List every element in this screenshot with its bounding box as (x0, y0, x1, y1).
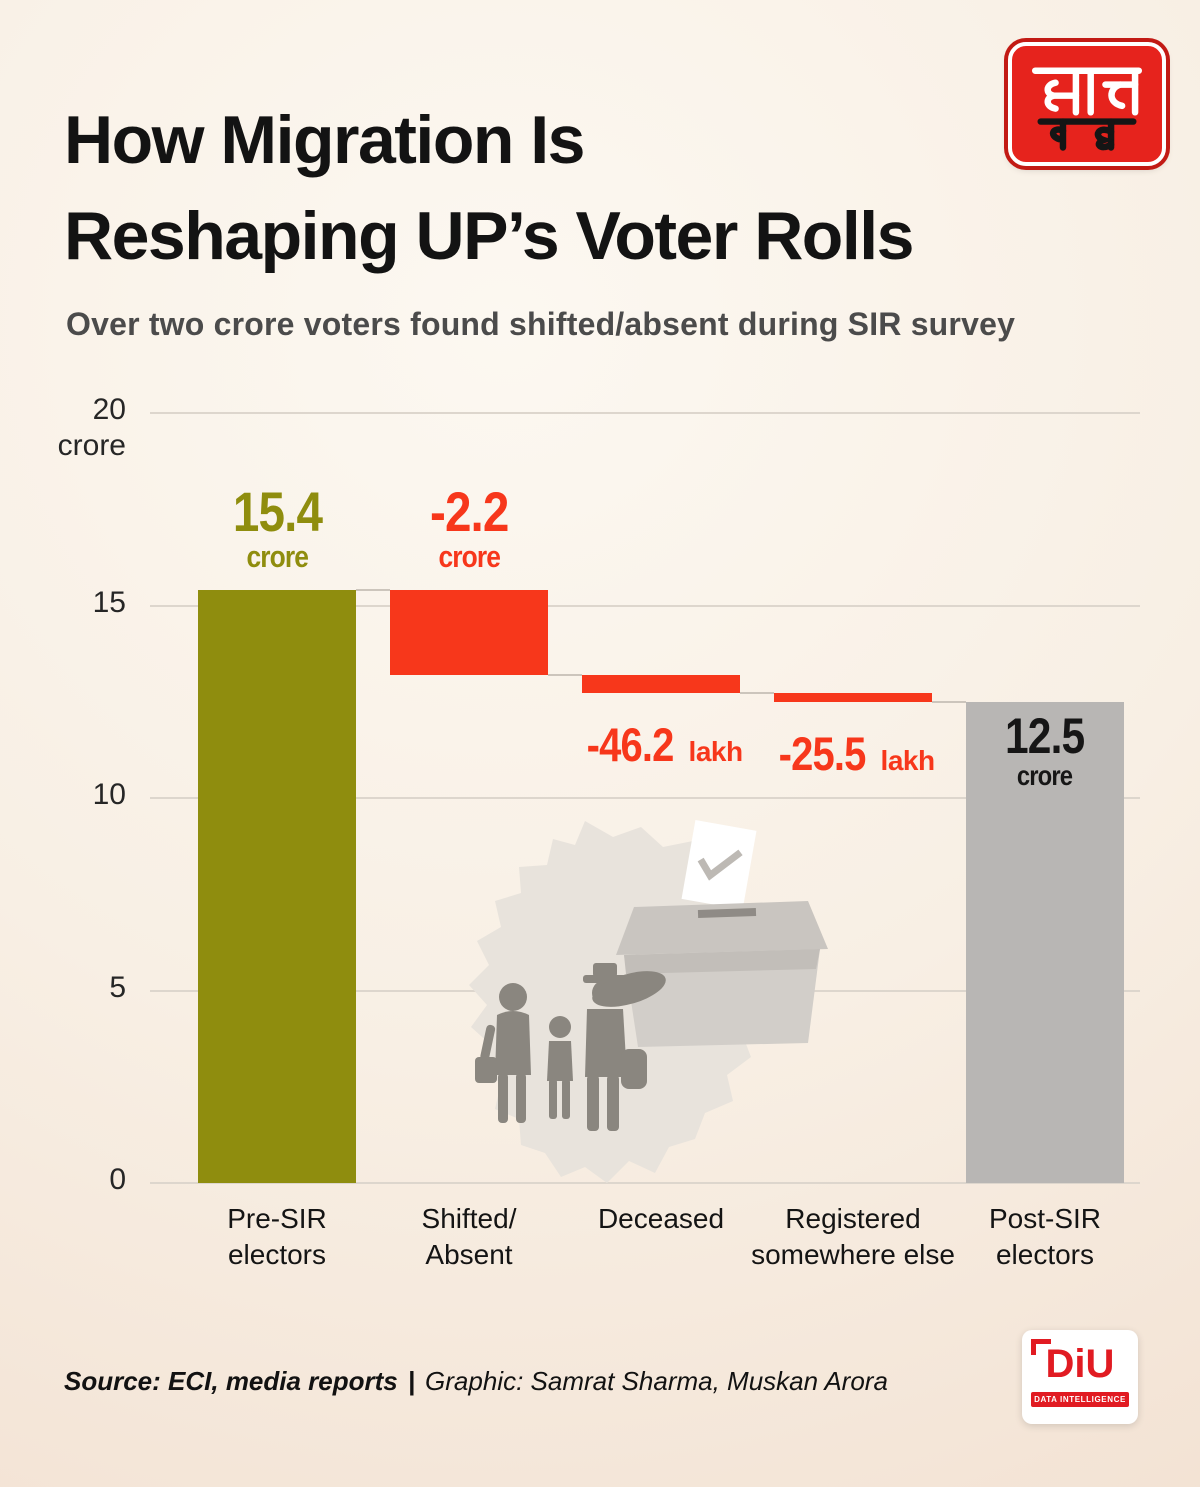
y-tick-10: 10 (92, 778, 126, 811)
value-label-deceased: -46.2 lakh (587, 717, 743, 771)
y-tick-5: 5 (109, 970, 126, 1004)
y-tick-15: 15 (92, 585, 126, 619)
credit-text: Graphic: Samrat Sharma, Muskan Arora (425, 1366, 888, 1396)
footer-credits: Source: ECI, media reports | Graphic: Samr… (64, 1366, 888, 1397)
aajtak-devanagari-icon (1031, 67, 1143, 151)
title-line-2: Reshaping UP’s Voter Rolls (64, 198, 914, 274)
x-label-registered-somewhere-else: Registered somewhere else (751, 1203, 955, 1270)
gridline-15 (150, 604, 1140, 607)
waterfall-chart: 15.4 crore Pre-SIR electors -2.2 crore Shifted… (150, 412, 1140, 1270)
ballot-box-icon (616, 820, 828, 1047)
value-label-registered-somewhere-else: -25.5 lakh (779, 727, 935, 781)
bar-shifted-absent (390, 590, 548, 675)
gridline-20 (150, 412, 1140, 414)
up-map-icon (469, 821, 763, 1183)
subtitle: Over two crore voters found shifted/abse… (66, 306, 1016, 342)
title-line-1: How Migration Is (64, 102, 586, 178)
x-label-shifted-absent: Shifted/Absent (421, 1203, 517, 1270)
waterfall-connector-2 (548, 673, 582, 676)
migrant-family-icon (475, 963, 666, 1131)
watermark-graphic (469, 820, 828, 1183)
waterfall-connector-4 (932, 701, 966, 704)
source-text: Source: ECI, media reports (64, 1366, 398, 1396)
footer-separator: | (407, 1366, 416, 1396)
diu-name: DiU (1045, 1342, 1115, 1386)
bar-deceased (582, 674, 740, 693)
x-label-pre-sir-electors: Pre-SIR electors (227, 1203, 327, 1270)
value-label-pre-sir-electors: 15.4 crore (232, 480, 322, 575)
page-title: How Migration Is Reshaping UP’s Voter Ro… (64, 92, 914, 284)
gridline-0 (150, 1182, 1140, 1184)
waterfall-connector-3 (740, 691, 774, 694)
diu-logo: DiU DATA INTELLIGENCE UNIT (1022, 1330, 1138, 1424)
bar-post-sir-electors (966, 701, 1124, 1183)
bar-registered-somewhere-else (774, 692, 932, 703)
bar-pre-sir-electors (198, 590, 356, 1183)
diu-tagline: DATA INTELLIGENCE UNIT (1031, 1392, 1129, 1419)
y-tick-20: 20 crore (57, 393, 126, 462)
x-label-deceased: Deceased (597, 1203, 725, 1234)
y-tick-0: 0 (109, 1163, 126, 1196)
waterfall-connector-1 (356, 589, 390, 592)
value-label-post-sir-electors: 12.5 crore (1005, 707, 1085, 791)
diu-corner-mark (1031, 1339, 1051, 1355)
value-label-shifted-absent: -2.2 crore (429, 480, 509, 575)
aajtak-logo (1008, 42, 1166, 166)
gridline-10 (150, 797, 1140, 799)
y-axis: 0 5 10 15 20 crore (0, 393, 126, 1203)
x-label-post-sir-electors: Post-SIR electors (988, 1203, 1102, 1270)
